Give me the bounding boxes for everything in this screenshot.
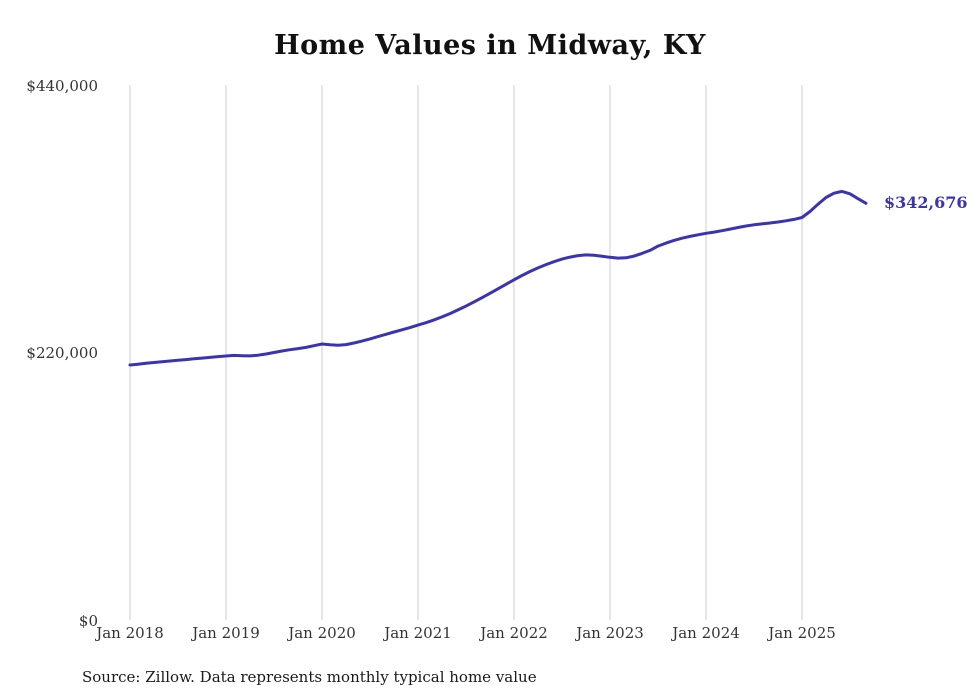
x-tick-label-jan-2020: Jan 2020 [288,624,356,642]
x-tick-label-jan-2024: Jan 2024 [672,624,740,642]
y-axis-tick-440000: $440,000 [26,77,98,95]
y-axis-tick-0: $0 [78,612,98,630]
chart-title: Home Values in Midway, KY [274,30,706,61]
x-tick-label-jan-2019: Jan 2019 [192,624,260,642]
current-value-label: $342,676 [884,193,968,212]
x-tick-label-jan-2025: Jan 2025 [768,624,836,642]
y-axis-tick-220000: $220,000 [26,344,98,362]
home-value-line [128,189,868,367]
x-tick-label-jan-2018: Jan 2018 [96,624,164,642]
source-note: Source: Zillow. Data represents monthly … [82,668,537,686]
x-tick-label-jan-2021: Jan 2021 [384,624,452,642]
x-tick-label-jan-2022: Jan 2022 [480,624,548,642]
x-tick-label-jan-2023: Jan 2023 [576,624,644,642]
